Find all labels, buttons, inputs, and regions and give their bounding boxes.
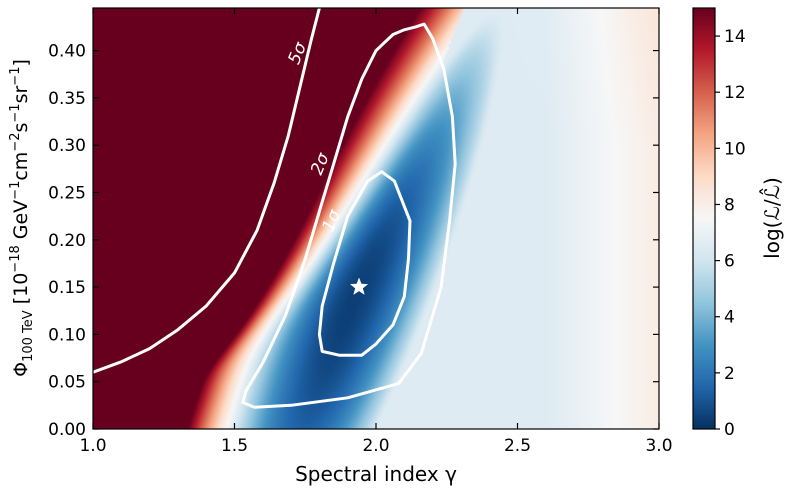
contour-2 xyxy=(241,22,457,409)
x-axis-label: Spectral index γ xyxy=(295,462,457,486)
colorbar-gradient xyxy=(693,8,715,429)
x-tick-label: 3.0 xyxy=(645,436,672,456)
y-tick-label: 0.25 xyxy=(48,183,86,203)
x-axis-ticks: 1.0 1.5 2.0 2.5 3.0 xyxy=(79,8,673,456)
colorbar-frame xyxy=(692,7,716,430)
y-tick-label: 0.05 xyxy=(48,373,86,393)
x-tick-label: 2.5 xyxy=(504,436,531,456)
colorbar-tick-label: 2 xyxy=(724,364,735,384)
colorbar: 0 2 4 6 8 10 12 14 log(ℒ/ℒ̂) xyxy=(692,7,784,440)
y-axis-ticks: 0.00 0.05 0.10 0.15 0.20 0.25 0.30 0.35 0.40 xyxy=(48,42,659,440)
colorbar-tick-label: 14 xyxy=(724,27,746,47)
y-tick-label: 0.35 xyxy=(48,89,86,109)
contour-3 xyxy=(93,8,321,374)
y-axis-label: Φ100 TeV [10−18 GeV−1cm−2s−1sr−1] xyxy=(8,59,36,377)
y-tick-label: 0.30 xyxy=(48,136,86,156)
x-tick-label: 2.0 xyxy=(362,436,389,456)
y-tick-label: 0.15 xyxy=(48,278,86,298)
colorbar-tick-label: 8 xyxy=(724,195,735,215)
best-fit-layer xyxy=(349,277,369,295)
colorbar-tick-label: 10 xyxy=(724,139,746,159)
contour-1 xyxy=(317,170,412,357)
y-tick-label: 0.00 xyxy=(48,420,86,440)
colorbar-label: log(ℒ/ℒ̂) xyxy=(759,177,784,259)
y-tick-label: 0.40 xyxy=(48,42,86,62)
colorbar-ticks: 0 2 4 6 8 10 12 14 xyxy=(715,27,746,440)
x-tick-label: 1.5 xyxy=(221,436,248,456)
y-tick-label: 0.20 xyxy=(48,231,86,251)
colorbar-tick-label: 12 xyxy=(724,83,746,103)
x-tick-label: 1.0 xyxy=(79,436,106,456)
colorbar-tick-label: 0 xyxy=(724,420,735,440)
confidence-contours xyxy=(93,8,457,409)
colorbar-tick-label: 4 xyxy=(724,308,735,328)
colorbar-tick-label: 6 xyxy=(724,252,735,272)
likelihood-surface xyxy=(93,8,659,429)
best-fit-star-marker xyxy=(349,277,369,295)
y-tick-label: 0.10 xyxy=(48,325,86,345)
